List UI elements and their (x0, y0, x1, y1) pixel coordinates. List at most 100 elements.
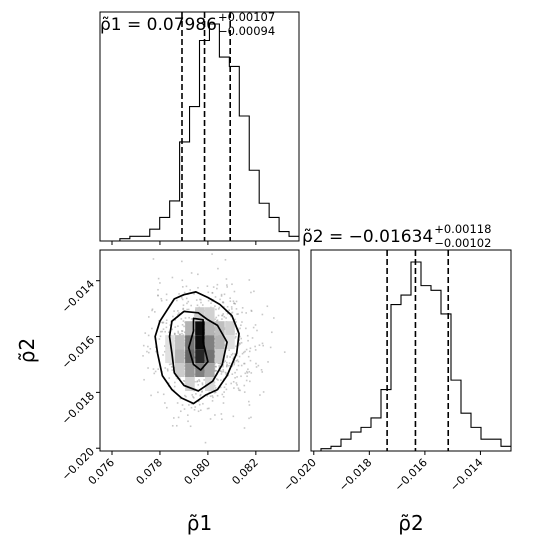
sample-point (251, 337, 254, 339)
sample-point (191, 394, 194, 396)
sample-point (236, 359, 239, 361)
sample-point (152, 258, 155, 260)
sample-point (250, 416, 252, 419)
sample-point (171, 369, 174, 371)
sample-point (164, 367, 167, 369)
sample-point (214, 296, 217, 298)
sample-point (148, 351, 150, 354)
sample-point (234, 371, 236, 374)
sample-point (221, 393, 224, 396)
sample-point (225, 317, 227, 319)
sample-point (147, 316, 150, 318)
sample-point (255, 362, 257, 365)
title-upper-error: +0.00107 (218, 10, 275, 24)
sample-point (222, 364, 224, 366)
sample-point (238, 355, 241, 358)
sample-point (197, 273, 199, 276)
sample-point (246, 370, 248, 373)
sample-point (166, 368, 169, 370)
sample-point (223, 306, 225, 308)
sample-point (248, 370, 251, 373)
sample-point (226, 355, 229, 357)
sample-point (184, 394, 186, 397)
sample-point (180, 318, 183, 320)
joint-density-panel: 0.076 0.078 0.080 0.082−0.020−0.018−0.016−0… (59, 249, 300, 487)
sample-point (209, 418, 212, 420)
sample-point (230, 312, 233, 315)
sample-point (218, 364, 220, 367)
sample-point (218, 362, 220, 365)
sample-point (190, 304, 192, 307)
sample-point (254, 345, 256, 348)
sample-point (239, 327, 241, 330)
sample-point (182, 320, 185, 322)
sample-point (234, 353, 236, 355)
title-value: −0.01634 (349, 227, 434, 247)
sample-point (232, 358, 235, 360)
sample-point (142, 355, 144, 357)
tick-label-x-rho2-3: −0.014 (448, 456, 486, 494)
sample-point (186, 308, 188, 311)
sample-point (165, 319, 168, 322)
sample-point (177, 330, 179, 333)
sample-point (225, 373, 228, 376)
sample-point (231, 283, 233, 286)
sample-point (226, 312, 229, 315)
sample-point (177, 325, 179, 327)
sample-point (183, 325, 185, 328)
density-cell-18 (225, 321, 235, 336)
sample-point (146, 350, 148, 353)
density-cell-25 (165, 349, 175, 364)
sample-point (228, 349, 230, 351)
ylabel-rho2: ρ̃2 (15, 338, 39, 363)
sample-point (211, 400, 214, 402)
sample-point (182, 380, 185, 382)
sample-point (171, 328, 174, 331)
sample-point (218, 366, 221, 368)
sample-point (159, 335, 162, 338)
sample-point (237, 360, 240, 363)
sample-point (214, 365, 217, 368)
sample-point (194, 351, 196, 353)
sample-point (213, 385, 216, 387)
sample-point (176, 377, 179, 380)
sample-point (193, 293, 195, 295)
sample-point (201, 304, 204, 306)
sample-point (230, 354, 233, 356)
sample-point (270, 331, 273, 334)
sample-point (233, 290, 236, 293)
sample-point (240, 364, 243, 367)
sample-point (262, 344, 264, 347)
sample-point (244, 372, 247, 375)
sample-point (167, 331, 170, 334)
sample-point (199, 394, 202, 397)
sample-point (228, 362, 231, 364)
sample-point (242, 351, 245, 354)
sample-point (201, 391, 203, 393)
sample-point (233, 302, 235, 305)
sample-point (181, 298, 184, 301)
sample-point (220, 293, 223, 296)
sample-point (162, 328, 165, 330)
hist-rho2-frame (310, 249, 512, 452)
sample-point (216, 378, 218, 380)
sample-point (234, 337, 236, 339)
sample-point (198, 403, 201, 406)
hist-rho1-steps (100, 23, 299, 242)
sample-point (214, 414, 216, 416)
sample-point (219, 363, 222, 365)
title-upper-error: +0.00118 (434, 222, 491, 236)
sample-point (220, 371, 223, 373)
sample-point (182, 304, 185, 307)
density-cell-0 (195, 321, 205, 336)
sample-point (235, 360, 238, 362)
sample-point (190, 318, 193, 320)
sample-point (235, 300, 238, 303)
sample-point (249, 380, 251, 383)
sample-point (194, 406, 197, 408)
tick-label-x-rho1-2: 0.080 (182, 456, 213, 487)
sample-point (214, 387, 217, 389)
sample-point (177, 313, 179, 316)
sample-point (157, 368, 159, 370)
sample-point (261, 342, 264, 345)
